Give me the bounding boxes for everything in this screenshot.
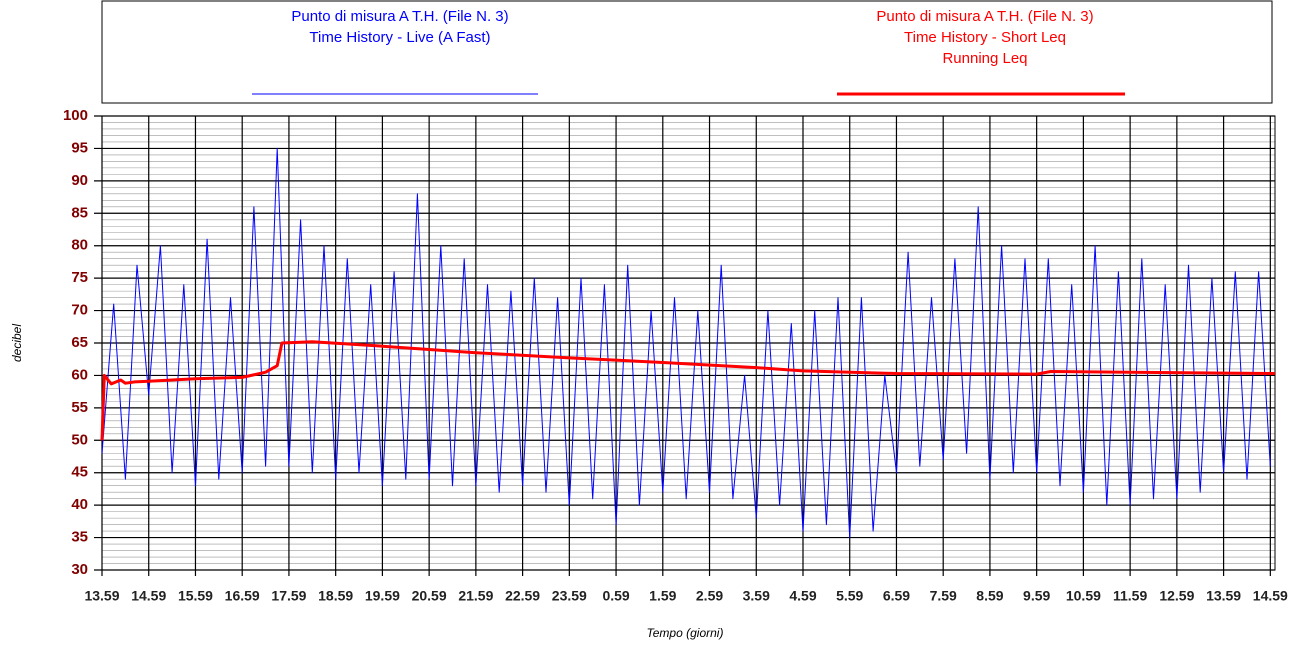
legend-label: Running Leq	[942, 50, 1027, 67]
x-tick-label: 18.59	[318, 588, 353, 604]
y-tick-label: 70	[71, 302, 88, 319]
x-tick-label: 13.59	[1206, 588, 1241, 604]
y-tick-label: 55	[71, 399, 88, 416]
x-tick-label: 12.59	[1159, 588, 1194, 604]
x-tick-label: 22.59	[505, 588, 540, 604]
x-tick-label: 0.59	[602, 588, 629, 604]
x-tick-label: 7.59	[930, 588, 957, 604]
y-tick-label: 75	[71, 269, 88, 286]
x-tick-label: 21.59	[458, 588, 493, 604]
y-tick-label: 45	[71, 464, 88, 481]
x-tick-label: 11.59	[1113, 588, 1147, 604]
x-tick-label: 5.59	[836, 588, 863, 604]
x-tick-label: 19.59	[365, 588, 400, 604]
legend-label: Punto di misura A T.H. (File N. 3)	[876, 8, 1093, 25]
x-tick-label: 13.59	[84, 588, 119, 604]
y-tick-label: 90	[71, 172, 88, 189]
x-tick-label: 14.59	[131, 588, 166, 604]
x-tick-label: 20.59	[412, 588, 447, 604]
x-tick-label: 14.59	[1253, 588, 1288, 604]
y-tick-label: 80	[71, 237, 88, 254]
x-tick-label: 4.59	[789, 588, 816, 604]
x-axis-title: Tempo (giorni)	[647, 626, 724, 640]
y-tick-label: 100	[63, 107, 88, 124]
series-line	[100, 340, 1276, 441]
y-tick-label: 30	[71, 561, 88, 578]
x-tick-label: 10.59	[1066, 588, 1101, 604]
x-tick-label: 17.59	[271, 588, 306, 604]
y-tick-label: 40	[71, 496, 88, 513]
x-tick-label: 8.59	[976, 588, 1003, 604]
x-tick-label: 3.59	[743, 588, 770, 604]
legend-label: Time History - Short Leq	[904, 29, 1066, 46]
x-tick-label: 1.59	[649, 588, 676, 604]
y-axis-title: decibel	[10, 324, 24, 362]
legend-label: Punto di misura A T.H. (File N. 3)	[291, 8, 508, 25]
x-tick-label: 9.59	[1023, 588, 1050, 604]
y-tick-label: 50	[71, 431, 88, 448]
plot-frame	[101, 115, 1276, 571]
y-tick-label: 60	[71, 366, 88, 383]
y-tick-label: 65	[71, 334, 88, 351]
x-tick-label: 6.59	[883, 588, 910, 604]
legend-box	[101, 0, 1273, 104]
x-tick-label: 15.59	[178, 588, 213, 604]
series-line	[101, 147, 1271, 539]
y-tick-label: 85	[71, 204, 88, 221]
x-tick-label: 23.59	[552, 588, 587, 604]
x-tick-label: 2.59	[696, 588, 723, 604]
x-tick-label: 16.59	[225, 588, 260, 604]
y-tick-label: 95	[71, 139, 88, 156]
legend-label: Time History - Live (A Fast)	[309, 29, 490, 46]
y-tick-label: 35	[71, 529, 88, 546]
